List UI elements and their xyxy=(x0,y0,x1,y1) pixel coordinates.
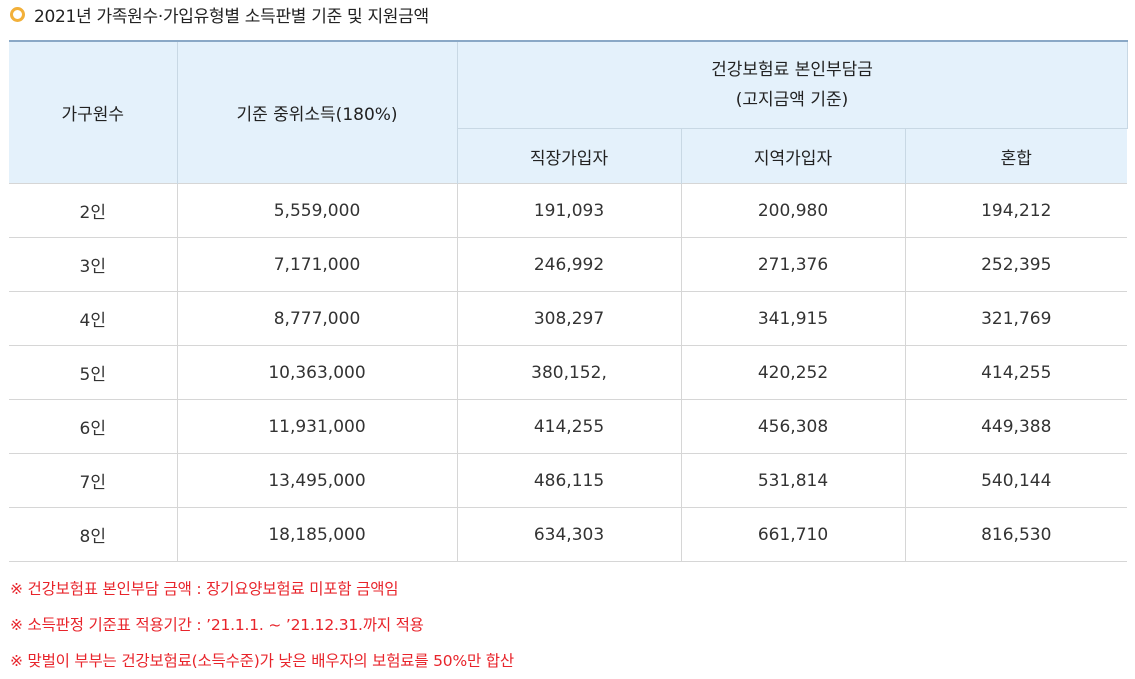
header-household: 가구원수 xyxy=(9,40,178,184)
cell-employee: 308,297 xyxy=(456,291,682,346)
cell-regional: 200,980 xyxy=(680,183,906,238)
header-median-income: 기준 중위소득(180%) xyxy=(176,40,458,184)
cell-employee: 634,303 xyxy=(456,507,682,562)
table-row: 4인 8,777,000 308,297 341,915 321,769 xyxy=(9,291,1128,346)
cell-household: 7인 xyxy=(9,453,178,508)
cell-median-income: 7,171,000 xyxy=(176,237,458,292)
cell-median-income: 18,185,000 xyxy=(176,507,458,562)
cell-median-income: 13,495,000 xyxy=(176,453,458,508)
cell-household: 6인 xyxy=(9,399,178,454)
income-criteria-table: 가구원수 기준 중위소득(180%) 건강보험료 본인부담금 (고지금액 기준)… xyxy=(9,40,1128,562)
cell-employee: 414,255 xyxy=(456,399,682,454)
header-premium-group-line1: 건강보험료 본인부담금 xyxy=(711,60,873,80)
header-premium-group-line2: (고지금액 기준) xyxy=(735,90,849,110)
footnote-dual-income: ※ 맞벌이 부부는 건강보험료(소득수준)가 낮은 배우자의 보험료를 50%만… xyxy=(10,652,514,670)
cell-regional: 456,308 xyxy=(680,399,906,454)
table-row: 6인 11,931,000 414,255 456,308 449,388 xyxy=(9,399,1128,454)
circle-bullet-icon xyxy=(10,6,25,22)
header-premium-group: 건강보험료 본인부담금 (고지금액 기준) xyxy=(456,40,1128,129)
cell-regional: 531,814 xyxy=(680,453,906,508)
cell-mixed: 194,212 xyxy=(904,183,1128,238)
cell-median-income: 8,777,000 xyxy=(176,291,458,346)
header-mixed: 혼합 xyxy=(904,128,1128,184)
cell-median-income: 10,363,000 xyxy=(176,345,458,400)
header-employee: 직장가입자 xyxy=(457,128,682,184)
cell-employee: 246,992 xyxy=(456,237,682,292)
footnotes: ※ 건강보험표 본인부담 금액 : 장기요양보험료 미포함 금액임 ※ 소득판정… xyxy=(10,571,514,679)
section-title-text: 2021년 가족원수·가입유형별 소득판별 기준 및 지원금액 xyxy=(34,6,429,27)
cell-household: 8인 xyxy=(9,507,178,562)
cell-median-income: 5,559,000 xyxy=(176,183,458,238)
cell-mixed: 252,395 xyxy=(904,237,1128,292)
section-title: 2021년 가족원수·가입유형별 소득판별 기준 및 지원금액 xyxy=(10,2,429,27)
cell-mixed: 321,769 xyxy=(904,291,1128,346)
header-regional: 지역가입자 xyxy=(680,128,906,184)
cell-household: 2인 xyxy=(9,183,178,238)
table-row: 5인 10,363,000 380,152, 420,252 414,255 xyxy=(9,345,1128,400)
cell-regional: 341,915 xyxy=(680,291,906,346)
table-row: 8인 18,185,000 634,303 661,710 816,530 xyxy=(9,507,1128,562)
cell-mixed: 540,144 xyxy=(904,453,1128,508)
cell-household: 5인 xyxy=(9,345,178,400)
cell-employee: 486,115 xyxy=(456,453,682,508)
cell-household: 3인 xyxy=(9,237,178,292)
cell-median-income: 11,931,000 xyxy=(176,399,458,454)
cell-household: 4인 xyxy=(9,291,178,346)
cell-mixed: 816,530 xyxy=(904,507,1128,562)
cell-regional: 420,252 xyxy=(680,345,906,400)
cell-regional: 661,710 xyxy=(680,507,906,562)
table-row: 7인 13,495,000 486,115 531,814 540,144 xyxy=(9,453,1128,508)
table-row: 2인 5,559,000 191,093 200,980 194,212 xyxy=(9,183,1128,238)
cell-mixed: 414,255 xyxy=(904,345,1128,400)
footnote-application-period: ※ 소득판정 기준표 적용기간 : ’21.1.1. ~ ’21.12.31.까… xyxy=(10,616,424,634)
footnote-premium-amount: ※ 건강보험표 본인부담 금액 : 장기요양보험료 미포함 금액임 xyxy=(10,580,399,598)
table-row: 3인 7,171,000 246,992 271,376 252,395 xyxy=(9,237,1128,292)
cell-regional: 271,376 xyxy=(680,237,906,292)
cell-employee: 191,093 xyxy=(456,183,682,238)
cell-employee: 380,152, xyxy=(456,345,682,400)
cell-mixed: 449,388 xyxy=(904,399,1128,454)
